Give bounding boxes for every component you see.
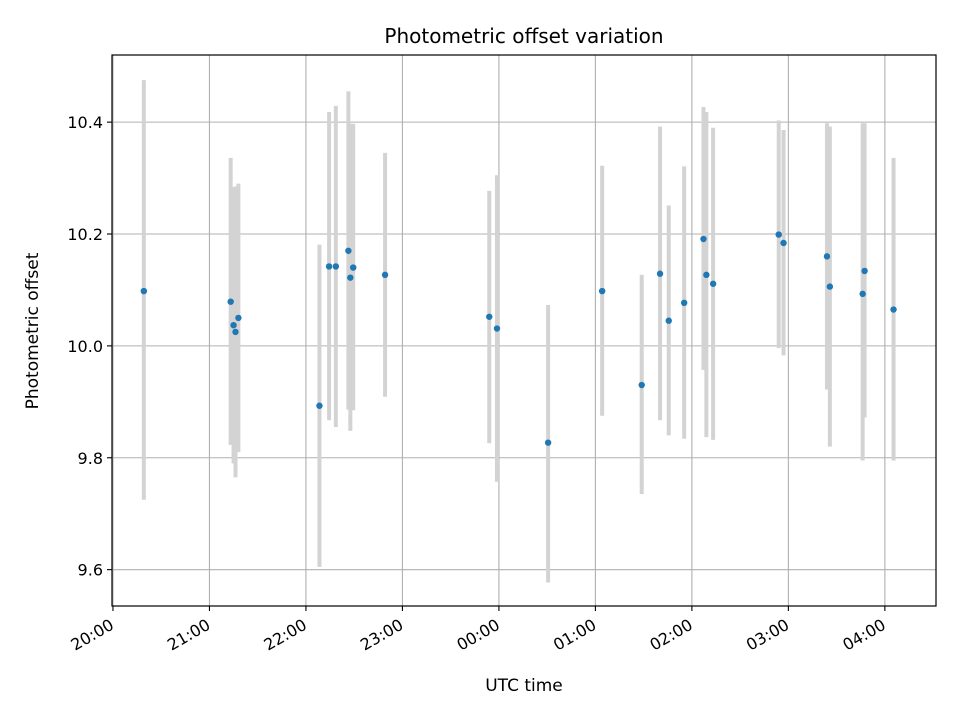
data-point: [350, 264, 357, 271]
data-point: [656, 270, 664, 277]
y-axis-label: Photometric offset: [23, 252, 43, 409]
data-points: [140, 231, 897, 446]
data-point: [598, 287, 606, 295]
data-point: [235, 314, 242, 322]
data-point: [775, 231, 782, 238]
y-axis-ticks: 9.6 9.8 10.0 10.2 10.4: [67, 113, 112, 580]
data-point: [861, 267, 868, 275]
data-point: [780, 239, 787, 247]
data-point: [332, 263, 340, 270]
data-point: [638, 381, 645, 389]
data-point: [859, 290, 866, 298]
data-point: [544, 439, 552, 446]
y-tick-label: 10.2: [67, 225, 103, 244]
data-point: [227, 298, 234, 305]
grid-lines: [112, 55, 936, 606]
data-point: [890, 306, 897, 313]
data-point: [700, 235, 707, 243]
data-point: [347, 274, 354, 281]
data-point: [826, 283, 834, 290]
data-point: [345, 247, 352, 254]
y-tick-label: 9.6: [78, 561, 103, 580]
y-tick-label: 10.4: [67, 113, 103, 132]
data-point: [703, 271, 710, 279]
chart-title: Photometric offset variation: [384, 24, 663, 48]
data-point: [316, 402, 323, 409]
plot-frame: [111, 54, 937, 607]
data-point: [486, 313, 493, 320]
data-point: [709, 280, 717, 287]
data-point: [381, 271, 389, 279]
data-point: [232, 328, 239, 336]
data-point: [680, 299, 688, 307]
data-point: [493, 325, 501, 332]
data-point: [665, 317, 672, 324]
y-tick-label: 9.8: [78, 449, 103, 468]
data-point: [823, 253, 831, 260]
data-point: [325, 263, 333, 270]
y-tick-label: 10.0: [67, 337, 103, 356]
data-point: [140, 287, 148, 295]
x-axis-label: UTC time: [485, 676, 563, 696]
data-point: [230, 321, 237, 329]
